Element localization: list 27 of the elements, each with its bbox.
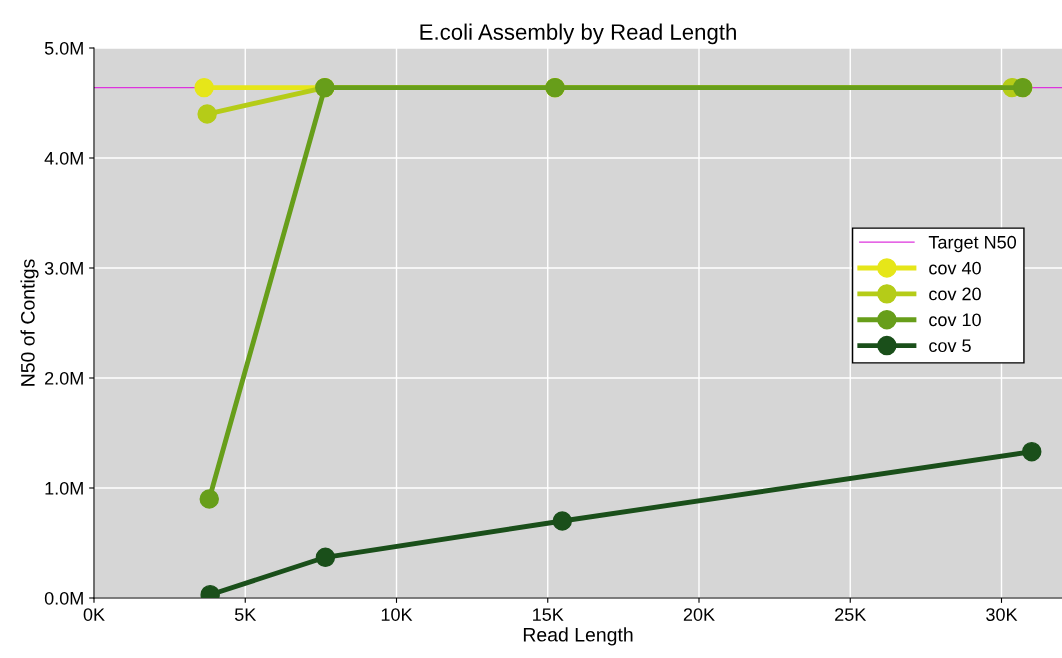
- point: [1022, 441, 1042, 462]
- y-tick-label: 2.0M: [45, 371, 83, 385]
- y-tick-label: 5.0M: [44, 41, 83, 55]
- point: [552, 511, 572, 531]
- point: [194, 77, 214, 98]
- x-tick-label: 5K: [234, 608, 257, 621]
- y-tick-label: 4.0M: [44, 151, 83, 165]
- legend-label: cov 10: [929, 313, 981, 327]
- legend-label: cov 5: [929, 339, 971, 353]
- x-tick-label: 20K: [683, 608, 715, 621]
- x-tick-label: 30K: [986, 608, 1018, 621]
- chart-title: E.coli Assembly by Read Length: [420, 23, 736, 45]
- point: [199, 489, 219, 509]
- x-tick-label: 0K: [83, 608, 105, 621]
- y-tick-label: 1.0M: [45, 481, 83, 495]
- legend-label: Target N50: [928, 235, 1017, 253]
- x-axis-title: Read Length: [523, 627, 633, 646]
- legend-label: cov 40: [929, 261, 981, 275]
- y-tick-label: 0.0M: [44, 591, 83, 605]
- y-axis-title: N50 of Contigs: [20, 259, 39, 386]
- point: [315, 547, 336, 568]
- y-tick-label: 3.0M: [44, 261, 83, 275]
- x-tick-label: 25K: [835, 608, 867, 621]
- legend-label: cov 20: [929, 287, 981, 301]
- point: [197, 104, 217, 124]
- x-tick-label: 15K: [533, 608, 564, 621]
- x-tick-label: 10K: [381, 608, 413, 621]
